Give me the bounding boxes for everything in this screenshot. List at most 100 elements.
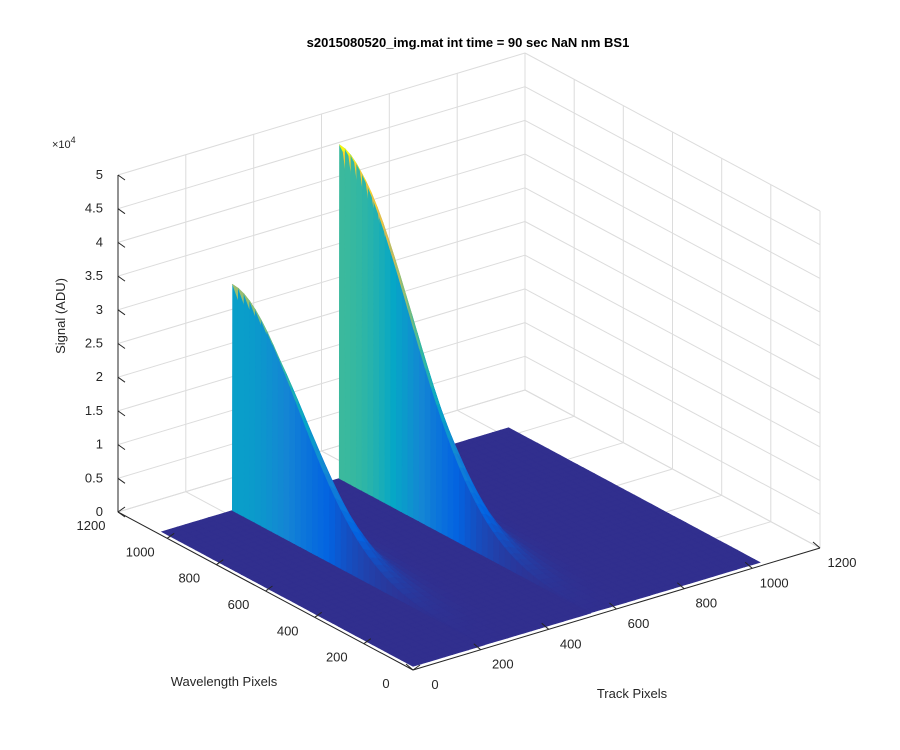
wall-xz-grid-z-4 [117, 254, 526, 378]
surface-layer [160, 144, 761, 667]
surface-facet [367, 186, 375, 498]
wall-xz-grid-z-1 [117, 355, 526, 479]
z-tick-mark [117, 444, 126, 451]
surface-facet [334, 498, 342, 570]
x-tick-label: 0 [431, 677, 438, 692]
z-tick-mark [117, 174, 126, 181]
y-tick-mark [363, 638, 372, 645]
surface-facet [317, 458, 325, 561]
z-tick-label: 0.5 [85, 470, 103, 485]
surface-facet [277, 357, 285, 539]
z-tick-label: 5 [96, 167, 103, 182]
y-tick-label: 600 [228, 597, 250, 612]
y-tick-mark [314, 611, 322, 618]
x-tick-mark [473, 643, 482, 651]
svg-text:×104: ×104 [52, 135, 76, 151]
tick-layer: 0200400600800100012000200400600800100012… [77, 167, 857, 692]
x-tick-mark [609, 602, 617, 610]
wall-yz-grid-z-7 [524, 153, 821, 313]
y-tick-label: 1200 [77, 518, 106, 533]
surface-facet [384, 234, 392, 507]
surface-facet [254, 308, 262, 527]
y-tick-label: 0 [382, 676, 389, 691]
z-tick-label: 4.5 [85, 201, 103, 216]
y-tick-mark [117, 506, 126, 513]
wall-yz-grid-z-5 [524, 221, 821, 380]
x-tick-label: 1200 [828, 555, 857, 570]
surface-facet [289, 385, 296, 545]
wall-xz-grid-z-6 [117, 187, 526, 311]
surface-facet [390, 252, 398, 510]
surface-facet [453, 453, 460, 544]
wall-xz-grid-z-8 [117, 119, 526, 243]
surface-facet [407, 309, 415, 519]
x-tick-mark [541, 622, 550, 630]
wall-yz-grid-z-10 [524, 52, 821, 212]
wall-xz-grid-z-9 [117, 86, 526, 210]
surface-facet [311, 444, 319, 557]
surface-facet [243, 293, 251, 521]
x-tick-label: 200 [492, 657, 514, 672]
x-tick-label: 400 [560, 636, 582, 651]
surface-facet [249, 300, 256, 524]
wall-yz-grid-z-0 [524, 389, 821, 549]
surface-facet [323, 472, 331, 563]
x-tick-label: 800 [695, 596, 717, 611]
chart-title: s2015080520_img.mat int time = 90 sec Na… [307, 35, 630, 50]
surface-facet [266, 331, 273, 533]
wall-xz-grid-z-0 [117, 389, 526, 513]
surface-facet [329, 485, 336, 567]
wall-yz-grid-z-8 [524, 119, 821, 279]
surface-facet [260, 319, 268, 530]
x-tick-mark [405, 663, 414, 671]
z-tick-mark [117, 309, 126, 316]
y-tick-label: 400 [277, 623, 299, 638]
surface-facet [231, 284, 239, 515]
surface-facet [395, 270, 403, 513]
z-tick-label: 2 [96, 369, 103, 384]
wall-xz-grid-z-7 [117, 153, 526, 277]
z-tick-label: 1 [96, 437, 103, 452]
y-tick-label: 1000 [126, 544, 155, 559]
wall-yz-grid-z-3 [524, 288, 821, 448]
y-tick-label: 800 [178, 571, 200, 586]
z-tick-mark [117, 410, 126, 417]
surface-facet [745, 558, 761, 566]
surface-facet [338, 144, 346, 482]
wall-xz-grid-z-5 [117, 221, 526, 344]
surface-facet [401, 290, 409, 516]
z-axis-label: Signal (ADU) [53, 278, 68, 354]
x-tick-label: 600 [628, 616, 650, 631]
z-tick-mark [117, 208, 126, 215]
z-tick-mark [117, 477, 126, 484]
z-tick-label: 1.5 [85, 403, 103, 418]
z-exponent-label: ×104 [52, 135, 76, 151]
surface-facet [344, 148, 352, 486]
wall-yz-grid-z-6 [524, 187, 821, 347]
y-axis-label: Wavelength Pixels [171, 674, 278, 689]
surface-facet [435, 404, 443, 535]
z-tick-mark [117, 275, 126, 282]
y-tick-mark [166, 532, 175, 539]
z-tick-label: 0 [96, 504, 103, 519]
x-tick-mark [676, 582, 685, 590]
surface-facet [378, 217, 386, 504]
y-tick-mark [412, 664, 421, 671]
z-tick-label: 3.5 [85, 268, 103, 283]
surface-facet [237, 287, 245, 518]
z-tick-mark [117, 241, 126, 248]
y-tick-label: 200 [326, 650, 348, 665]
surface-facet [306, 430, 313, 554]
surface-facet [424, 368, 432, 529]
wall-yz-grid-z-9 [524, 86, 821, 246]
surface-facet [271, 343, 279, 536]
surface-facet [283, 371, 291, 542]
x-tick-label: 1000 [760, 575, 789, 590]
x-axis-label: Track Pixels [597, 686, 668, 701]
x-tick-mark [744, 561, 753, 569]
surface-facet [355, 163, 363, 492]
surface-facet [300, 415, 308, 551]
wall-yz-grid-z-2 [524, 322, 821, 482]
surface-facet [373, 201, 380, 501]
